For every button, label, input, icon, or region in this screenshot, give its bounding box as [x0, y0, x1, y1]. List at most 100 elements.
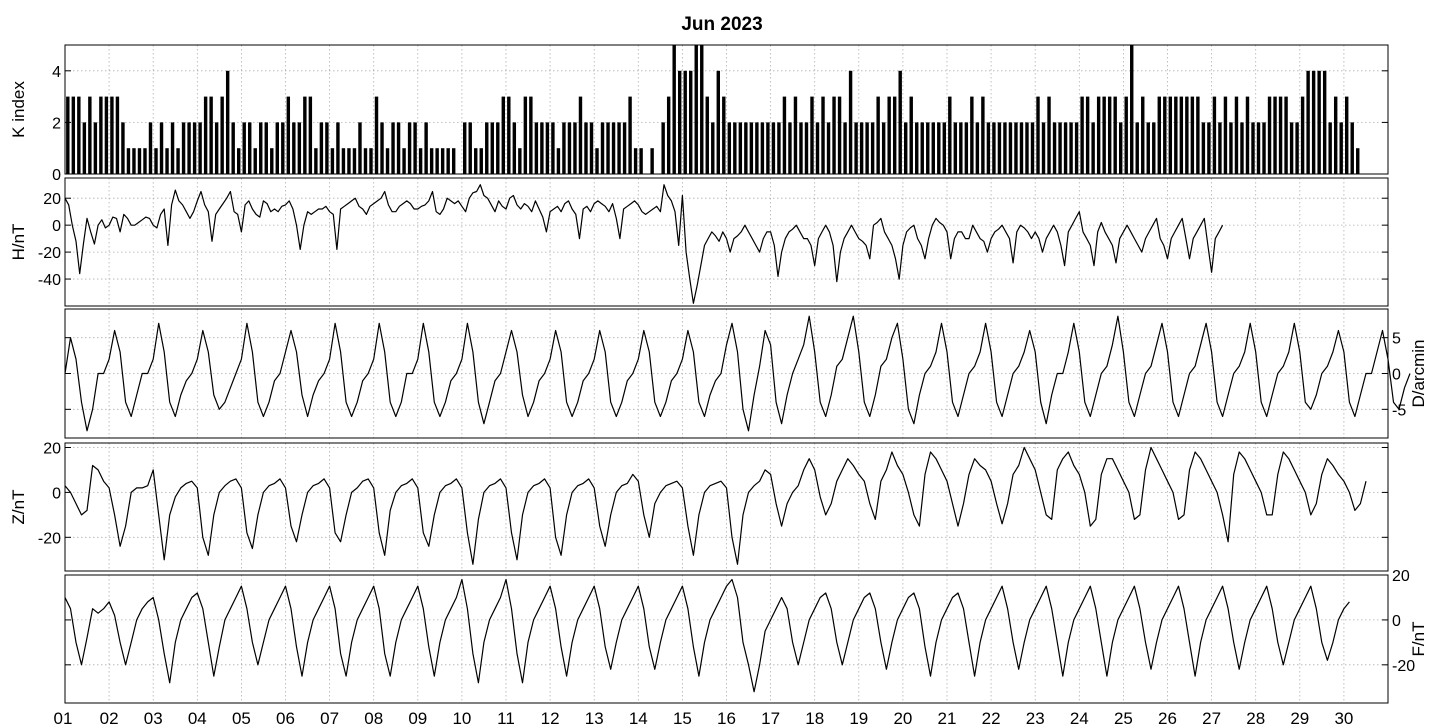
k-index-bar: [661, 122, 665, 174]
y-tick-label: -40: [38, 272, 61, 289]
k-index-bar: [733, 122, 737, 174]
k-index-bar: [463, 122, 467, 174]
k-index-bar: [137, 148, 142, 174]
k-index-bar: [633, 148, 638, 174]
k-index-bar: [804, 122, 809, 174]
x-tick-label: 29: [1290, 709, 1309, 728]
k-index-bar: [1345, 96, 1349, 174]
x-tick-label: 23: [1026, 709, 1045, 728]
k-index-bar: [926, 122, 930, 174]
k-index-bar: [578, 96, 583, 174]
k-index-bar: [66, 96, 70, 174]
y-tick-label: -20: [38, 245, 61, 262]
k-index-bar: [1019, 122, 1024, 174]
k-index-bar: [1339, 122, 1343, 174]
k-index-bar: [1036, 96, 1040, 174]
x-tick-label: 03: [144, 709, 163, 728]
x-tick-label: 05: [232, 709, 251, 728]
k-index-bar: [904, 122, 908, 174]
k-index-bar: [551, 122, 555, 174]
k-index-bar: [810, 96, 814, 174]
k-index-bar: [1014, 122, 1018, 174]
k-index-bar: [1196, 96, 1200, 174]
x-tick-label: 25: [1114, 709, 1133, 728]
y-tick-label: -5: [1392, 402, 1406, 419]
k-index-bar: [1091, 122, 1095, 174]
k-index-bar: [446, 148, 450, 174]
k-index-bar: [1207, 122, 1211, 174]
x-tick-label: 10: [452, 709, 471, 728]
k-index-bar: [1190, 96, 1195, 174]
y-axis-label-f: F/nT: [1409, 622, 1428, 657]
k-index-bar: [1107, 96, 1112, 174]
k-index-bar: [589, 122, 594, 174]
k-index-bar: [705, 96, 709, 174]
k-index-bar: [749, 122, 754, 174]
k-index-bar: [203, 96, 208, 174]
k-index-bar: [683, 70, 687, 174]
k-index-bar: [584, 122, 588, 174]
k-index-bar: [474, 148, 478, 174]
k-index-bar: [154, 148, 158, 174]
k-index-bar: [71, 96, 76, 174]
k-index-bar: [104, 96, 109, 174]
k-index-bar: [385, 148, 390, 174]
panel-frame: [64, 177, 1389, 307]
k-index-bar: [192, 122, 197, 174]
k-index-bar: [722, 96, 726, 174]
k-index-bar: [1245, 96, 1250, 174]
y-axis-label-k: K index: [9, 81, 28, 138]
k-index-bar: [887, 96, 891, 174]
k-index-bar: [650, 148, 654, 174]
k-index-bar: [1179, 96, 1184, 174]
x-tick-label: 08: [364, 709, 383, 728]
x-tick-label: 11: [497, 709, 515, 728]
k-index-bar: [700, 45, 704, 174]
x-tick-label: 12: [541, 709, 560, 728]
k-index-bar: [738, 122, 743, 174]
k-index-bar: [176, 148, 180, 174]
y-axis-label-z: Z/nT: [9, 490, 28, 525]
panel-frame: [64, 442, 1389, 572]
y-tick-label: 2: [52, 115, 61, 132]
k-index-bar: [1223, 96, 1228, 174]
k-index-bar: [981, 96, 985, 174]
k-index-bar: [1146, 122, 1150, 174]
x-tick-label: 18: [805, 709, 824, 728]
k-index-bar: [744, 122, 748, 174]
k-index-bar: [689, 70, 693, 174]
k-index-bar: [1124, 96, 1128, 174]
k-index-bar: [677, 70, 682, 174]
k-index-bar: [214, 122, 219, 174]
k-index-bar: [1008, 122, 1013, 174]
x-tick-label: 19: [849, 709, 868, 728]
k-index-bar: [628, 96, 632, 174]
k-index-bar: [369, 148, 373, 174]
k-index-bar: [617, 122, 621, 174]
k-index-bar: [358, 122, 362, 174]
k-index-bar: [1273, 96, 1277, 174]
k-index-bar: [1234, 96, 1239, 174]
k-index-bar: [170, 122, 175, 174]
k-index-bar: [297, 122, 302, 174]
k-index-bar: [562, 122, 566, 174]
k-index-bar: [1096, 96, 1101, 174]
k-index-bar: [534, 122, 539, 174]
k-index-bar: [1003, 122, 1007, 174]
k-index-bar: [187, 122, 191, 174]
k-index-bar: [760, 122, 765, 174]
panel-frame: [64, 574, 1389, 704]
k-index-bar: [1262, 122, 1266, 174]
k-index-bar: [942, 122, 947, 174]
k-index-bar: [429, 148, 434, 174]
k-index-bar: [451, 148, 456, 174]
k-index-bar: [766, 122, 770, 174]
y-tick-label: 20: [1392, 568, 1410, 585]
k-index-bar: [259, 122, 263, 174]
k-index-bar: [595, 148, 599, 174]
x-tick-label: 20: [893, 709, 912, 728]
k-index-bar: [666, 96, 671, 174]
x-tick-label: 15: [673, 709, 692, 728]
k-index-bar: [314, 148, 318, 174]
k-index-bar: [303, 96, 307, 174]
